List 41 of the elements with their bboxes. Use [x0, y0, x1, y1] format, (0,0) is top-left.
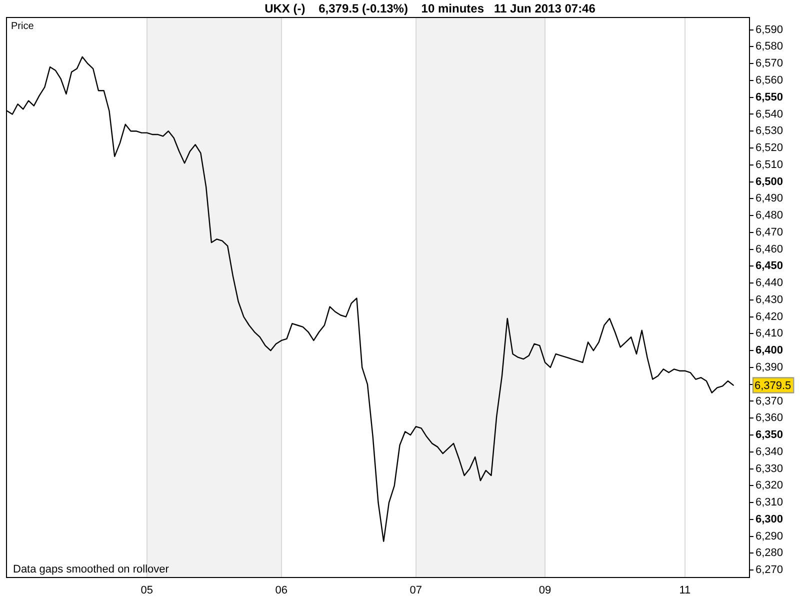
- y-tick-label: 6,400: [755, 344, 784, 357]
- y-tick-label: 6,470: [755, 226, 784, 238]
- y-tick-label: 6,330: [755, 462, 784, 475]
- annotation: 6,379.5: [754, 380, 792, 392]
- y-tick-label: 6,440: [755, 277, 784, 290]
- x-tick-label: 11: [679, 584, 691, 596]
- chart-title: UKX (-) 6,379.5 (-0.13%) 10 minutes 11 Jun 2013 07:46: [264, 1, 596, 16]
- y-tick-label: 6,460: [755, 243, 784, 256]
- y-tick-label: 6,550: [755, 91, 784, 104]
- x-tick-label: 06: [275, 584, 288, 596]
- x-tick-label: 07: [410, 584, 422, 596]
- y-tick-label: 6,410: [755, 328, 784, 340]
- y-tick-label: 6,340: [755, 446, 784, 458]
- y-tick-label: 6,420: [755, 310, 784, 323]
- y-tick-label: 6,500: [755, 176, 784, 188]
- y-tick-label: 6,590: [755, 24, 784, 36]
- y-tick-label: 6,510: [755, 158, 784, 171]
- y-tick-label: 6,520: [755, 142, 784, 154]
- y-tick-label: 6,390: [755, 361, 784, 374]
- annotation: Data gaps smoothed on rollover: [13, 563, 170, 576]
- y-tick-label: 6,270: [755, 564, 784, 576]
- x-tick-label: 09: [538, 584, 552, 596]
- y-tick-label: 6,540: [755, 108, 784, 120]
- y-tick-label: 6,490: [755, 192, 784, 205]
- y-tick-label: 6,480: [755, 210, 784, 222]
- y-tick-label: 6,290: [755, 530, 784, 542]
- x-tick-label: 05: [140, 584, 154, 596]
- y-tick-label: 6,580: [755, 40, 784, 53]
- y-tick-label: 6,450: [755, 260, 784, 272]
- y-tick-label: 6,300: [755, 513, 784, 526]
- y-tick-label: 6,310: [755, 496, 784, 509]
- y-tick-label: 6,430: [755, 294, 784, 306]
- y-tick-label: 6,320: [755, 480, 784, 492]
- y-tick-label: 6,350: [755, 429, 784, 442]
- y-tick-label: 6,370: [755, 395, 784, 408]
- y-tick-label: 6,530: [755, 125, 784, 138]
- y-tick-label: 6,560: [755, 74, 784, 86]
- y-tick-label: 6,280: [755, 547, 784, 560]
- y-axis-title: Price: [11, 20, 34, 32]
- y-tick-label: 6,570: [755, 58, 784, 70]
- y-tick-label: 6,360: [755, 412, 784, 424]
